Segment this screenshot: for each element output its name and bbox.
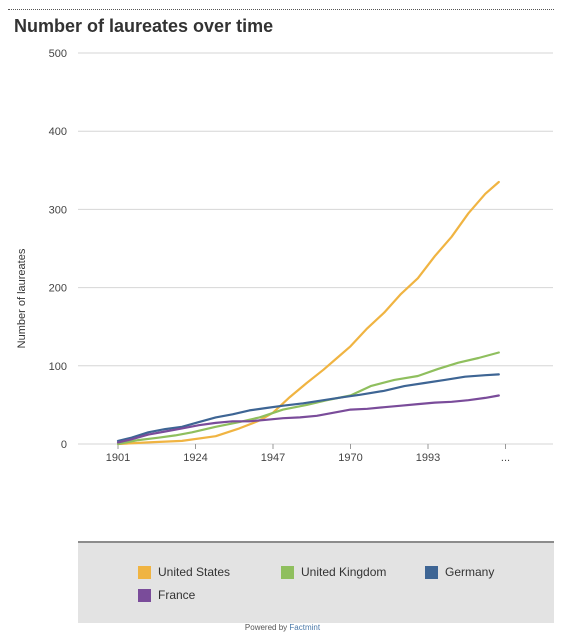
legend-swatch-united-kingdom — [281, 565, 294, 579]
x-tick-label-1: 1924 — [183, 452, 207, 464]
line-chart: 0 100 200 300 400 500 1901 1924 1947 1970 1993 ... N… — [16, 48, 553, 464]
x-tick-label-4: 1993 — [416, 452, 440, 464]
legend-label-united-states: United States — [158, 565, 231, 579]
y-axis-label: Number of laureates — [16, 248, 28, 348]
series-line-germany — [116, 373, 500, 442]
legend-item-france[interactable]: France — [138, 588, 195, 602]
y-tick-label-300: 300 — [49, 204, 67, 216]
chart-legend: United States United Kingdom Germany Fra… — [78, 541, 554, 623]
footer-prefix: Powered by — [244, 623, 290, 632]
legend-item-united-kingdom[interactable]: United Kingdom — [281, 565, 386, 579]
legend-item-united-states[interactable]: United States — [138, 565, 230, 579]
series-line-united-kingdom — [116, 351, 500, 446]
x-tick-label-5: ... — [501, 452, 510, 464]
x-tick-label-3: 1970 — [338, 452, 362, 464]
legend-swatch-germany — [425, 565, 438, 579]
chart-title: Number of laureates over time — [14, 16, 274, 36]
y-tick-label-400: 400 — [49, 126, 67, 138]
x-tick-label-2: 1947 — [261, 452, 285, 464]
legend-label-france: France — [158, 588, 196, 602]
y-tick-label-100: 100 — [49, 361, 67, 373]
series-line-united-states — [116, 180, 500, 446]
legend-swatch-united-states — [138, 565, 151, 579]
legend-label-germany: Germany — [445, 565, 495, 579]
legend-swatch-france — [138, 588, 151, 602]
y-tick-label-200: 200 — [49, 283, 67, 295]
footer-brand-link[interactable]: Factmint — [289, 623, 321, 632]
legend-item-germany[interactable]: Germany — [425, 565, 494, 579]
x-tick-label-0: 1901 — [106, 452, 130, 464]
top-divider — [8, 9, 554, 10]
legend-label-united-kingdom: United Kingdom — [301, 565, 387, 579]
footer: Powered by Factmint — [0, 623, 565, 632]
y-tick-label-0: 0 — [61, 439, 67, 451]
y-tick-label-500: 500 — [49, 48, 67, 60]
series-line-france — [116, 394, 500, 444]
